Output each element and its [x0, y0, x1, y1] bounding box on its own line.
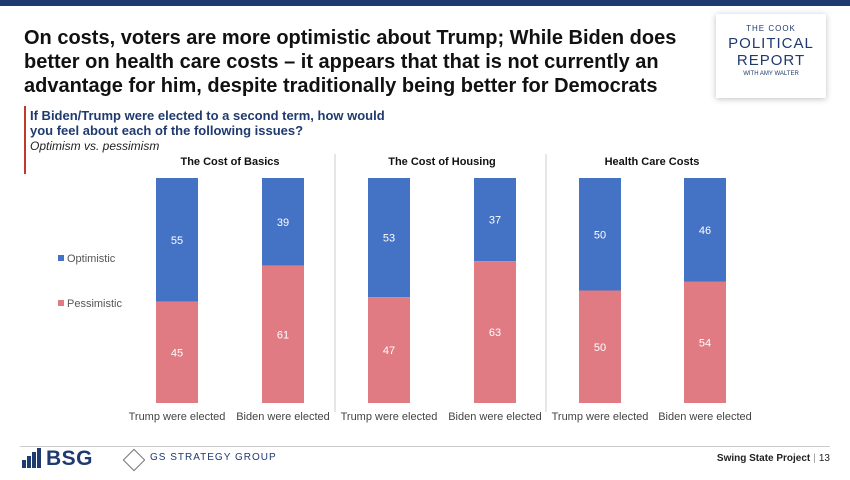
data-label-optimistic-2-2: 37 — [489, 215, 501, 227]
data-label-optimistic-3-2: 46 — [699, 225, 711, 237]
page-number: 13 — [818, 453, 830, 464]
gs-logo-text: GS STRATEGY GROUP — [150, 452, 277, 463]
survey-subquestion: Optimism vs. pessimism — [30, 139, 160, 153]
bar-optimistic-3-2 — [684, 178, 726, 282]
category-label-2-2: Biden were elected — [448, 411, 542, 423]
cook-political-report-logo: THE COOK POLITICAL REPORT WITH AMY WALTE… — [716, 14, 826, 98]
logo-line-3: REPORT — [736, 52, 806, 69]
bar-optimistic-3-1 — [579, 178, 621, 291]
legend-label-optimistic: Optimistic — [67, 253, 116, 265]
bar-optimistic-1-1 — [156, 178, 198, 302]
data-label-optimistic-2-1: 53 — [383, 233, 395, 245]
data-label-pessimistic-2-1: 47 — [383, 345, 395, 357]
survey-question: If Biden/Trump were elected to a second … — [30, 108, 385, 138]
group-title-3: Health Care Costs — [605, 156, 700, 168]
logo-line-2: POLITICAL — [728, 35, 814, 52]
bsg-bars-icon — [22, 448, 42, 468]
data-label-pessimistic-3-2: 54 — [699, 337, 711, 349]
category-label-1-2: Biden were elected — [236, 411, 330, 423]
data-label-optimistic-1-2: 39 — [277, 217, 289, 229]
data-label-pessimistic-1-2: 61 — [277, 329, 289, 341]
slide-title: On costs, voters are more optimistic abo… — [24, 27, 677, 97]
logo-line-1: THE COOK — [746, 24, 796, 33]
bar-optimistic-1-2 — [262, 178, 304, 266]
bar-optimistic-2-2 — [474, 178, 516, 262]
category-label-1-1: Trump were elected — [129, 411, 226, 423]
bar-optimistic-2-1 — [368, 178, 410, 298]
footer-divider — [20, 446, 830, 447]
project-name: Swing State Project — [716, 453, 811, 464]
legend-swatch-optimistic — [58, 255, 64, 261]
bar-pessimistic-1-2 — [262, 265, 304, 403]
bar-pessimistic-3-2 — [684, 281, 726, 403]
group-title-1: The Cost of Basics — [180, 156, 279, 168]
question-accent-bar — [24, 106, 26, 174]
group-title-2: The Cost of Housing — [388, 156, 496, 168]
bar-pessimistic-2-2 — [474, 261, 516, 403]
data-label-pessimistic-1-1: 45 — [171, 347, 183, 359]
top-accent-bar — [0, 0, 850, 6]
category-label-3-1: Trump were elected — [552, 411, 649, 423]
data-label-optimistic-3-1: 50 — [594, 229, 606, 241]
footer-project: Swing State Project | 13 — [717, 453, 830, 464]
bar-pessimistic-1-1 — [156, 301, 198, 403]
data-label-pessimistic-3-1: 50 — [594, 342, 606, 354]
bsg-logo-text: BSG — [46, 447, 94, 470]
category-label-3-2: Biden were elected — [658, 411, 752, 423]
legend-swatch-pessimistic — [58, 300, 64, 306]
legend-label-pessimistic: Pessimistic — [67, 298, 123, 310]
logo-line-4: WITH AMY WALTER — [743, 71, 799, 77]
data-label-optimistic-1-1: 55 — [171, 235, 183, 247]
stacked-bar-chart: The Cost of Basics 55 45 Trump were elected… — [58, 154, 752, 423]
category-label-2-1: Trump were elected — [341, 411, 438, 423]
data-label-pessimistic-2-2: 63 — [489, 327, 501, 339]
bar-pessimistic-2-1 — [368, 297, 410, 403]
gs-diamond-icon — [122, 448, 146, 472]
bar-pessimistic-3-1 — [579, 290, 621, 403]
footer-separator: | — [813, 453, 816, 464]
